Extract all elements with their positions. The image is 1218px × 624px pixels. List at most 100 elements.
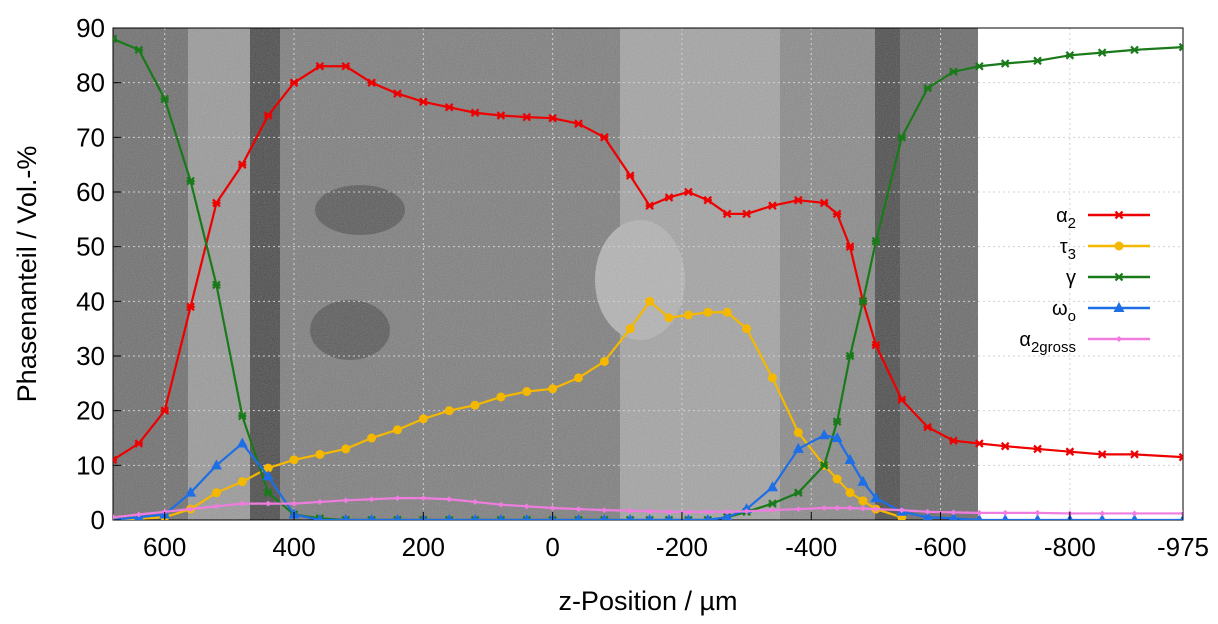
data-point	[795, 506, 802, 513]
data-point	[368, 496, 375, 503]
data-point	[548, 515, 557, 520]
data-point	[819, 461, 829, 470]
data-point	[834, 504, 841, 511]
data-point	[134, 439, 144, 448]
data-point	[794, 488, 803, 497]
data-point	[135, 511, 142, 518]
data-point	[1114, 241, 1124, 251]
data-point	[1065, 51, 1075, 60]
data-point	[924, 508, 931, 515]
data-point	[601, 507, 608, 514]
data-point	[213, 503, 220, 510]
data-point	[646, 508, 653, 515]
data-point	[722, 511, 733, 520]
data-point	[768, 499, 777, 508]
data-point	[445, 514, 453, 520]
data-point	[684, 515, 693, 520]
data-point	[1099, 510, 1106, 517]
legend-label: α2gross	[1019, 329, 1076, 356]
data-point	[497, 514, 505, 520]
data-point	[367, 515, 376, 520]
data-point	[832, 209, 842, 219]
data-point	[742, 324, 752, 334]
data-point	[599, 356, 609, 366]
data-point	[265, 500, 272, 507]
data-point	[975, 61, 984, 71]
data-point	[471, 514, 479, 520]
data-point	[238, 411, 247, 421]
data-point	[420, 495, 427, 502]
data-point	[186, 302, 195, 312]
legend-label-subscript: 3	[1068, 246, 1076, 263]
y-tick-label: 90	[76, 13, 105, 43]
data-point	[263, 463, 273, 473]
data-point	[549, 504, 556, 511]
data-point	[722, 209, 732, 219]
data-point	[211, 488, 221, 498]
data-point	[212, 280, 221, 290]
data-point	[263, 488, 273, 497]
data-point	[645, 201, 654, 210]
legend-label-main: ω	[1052, 298, 1068, 320]
data-point	[1065, 447, 1075, 456]
data-point	[472, 498, 479, 505]
data-point	[1130, 45, 1139, 55]
data-point	[341, 515, 351, 520]
data-point	[976, 509, 983, 516]
data-point	[341, 61, 351, 71]
data-point	[134, 45, 144, 55]
data-point	[236, 437, 248, 448]
data-point	[625, 515, 635, 520]
legend-label: γ	[1066, 267, 1076, 289]
data-point	[703, 195, 713, 205]
data-point	[523, 503, 530, 510]
data-point	[859, 505, 866, 512]
data-point	[263, 111, 273, 120]
data-point	[664, 193, 674, 202]
data-point	[1116, 336, 1122, 342]
data-point	[186, 176, 195, 186]
data-point	[496, 515, 506, 520]
data-point	[645, 296, 655, 306]
data-point	[703, 515, 713, 520]
y-tick-label: 20	[76, 396, 105, 426]
data-point	[419, 515, 428, 520]
data-point	[262, 470, 274, 481]
data-point	[704, 508, 711, 515]
data-point	[792, 442, 804, 453]
data-point	[316, 514, 324, 520]
data-point	[600, 133, 609, 142]
data-point	[342, 514, 350, 520]
data-point	[626, 514, 634, 520]
y-tick-label: 40	[76, 286, 105, 316]
data-point	[898, 507, 905, 514]
data-point	[768, 201, 777, 210]
x-tick-label: -800	[1044, 532, 1096, 562]
data-point	[291, 500, 298, 507]
y-tick-label: 50	[76, 232, 105, 262]
data-point	[1114, 272, 1124, 282]
data-point	[316, 498, 323, 505]
data-point	[444, 515, 454, 520]
data-point	[160, 94, 169, 104]
data-point	[704, 514, 712, 520]
y-tick-label: 0	[91, 505, 105, 535]
data-point	[922, 511, 933, 520]
data-point	[949, 436, 958, 446]
data-point	[685, 514, 692, 520]
data-point	[342, 497, 349, 504]
data-point	[470, 108, 480, 118]
data-point	[683, 310, 693, 320]
data-point	[289, 455, 299, 465]
data-point	[975, 439, 984, 448]
data-point	[769, 507, 776, 514]
data-point	[1130, 450, 1139, 459]
data-point	[664, 313, 674, 323]
x-tick-label: 600	[143, 532, 186, 562]
data-point	[858, 297, 868, 306]
data-point	[665, 514, 673, 520]
data-point	[1097, 450, 1107, 459]
data-point	[367, 78, 376, 87]
x-tick-label: -600	[915, 532, 967, 562]
data-point	[1180, 510, 1183, 517]
